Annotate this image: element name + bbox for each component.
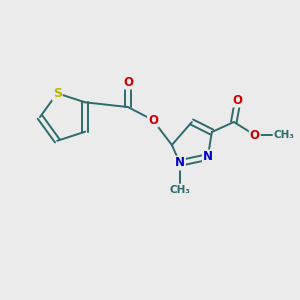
Text: N: N [203, 151, 213, 164]
Text: O: O [123, 76, 133, 88]
Text: N: N [175, 157, 185, 169]
Text: O: O [233, 94, 243, 106]
Text: O: O [148, 113, 158, 127]
Text: CH₃: CH₃ [274, 130, 295, 140]
Text: CH₃: CH₃ [169, 185, 190, 195]
Text: O: O [250, 128, 260, 142]
Text: S: S [53, 87, 62, 100]
